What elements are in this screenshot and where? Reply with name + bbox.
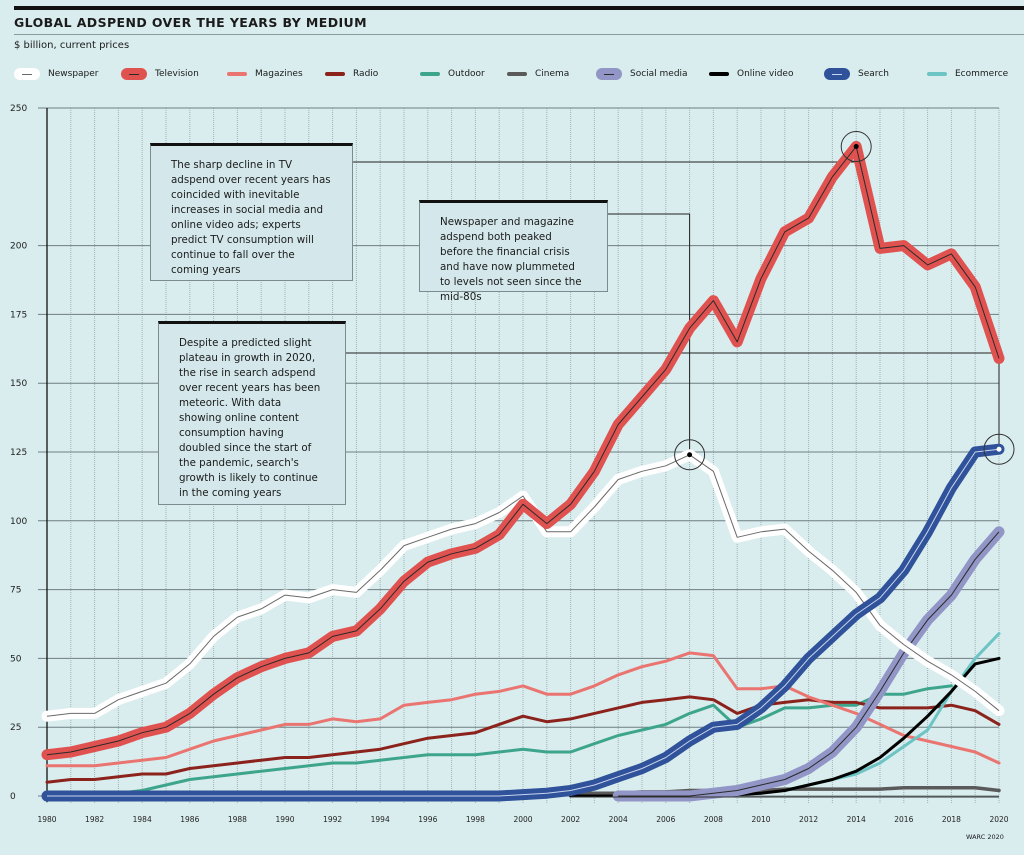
x-tick-label: 1992 bbox=[323, 815, 342, 824]
legend: Newspaper Television Magazines Radio Outdoor… bbox=[14, 66, 1024, 82]
callout-tv: The sharp decline in TV adspend over rec… bbox=[150, 143, 353, 281]
highlight-circle-tv bbox=[840, 131, 872, 163]
source-label: WARC 2020 bbox=[966, 833, 1004, 841]
legend-item-radio: Radio bbox=[322, 66, 378, 82]
legend-label: Magazines bbox=[255, 69, 303, 79]
x-tick-label: 1998 bbox=[466, 815, 485, 824]
x-tick-label: 2006 bbox=[656, 815, 675, 824]
x-tick-label: 2004 bbox=[609, 815, 628, 824]
x-tick-label: 2014 bbox=[847, 815, 866, 824]
x-tick-label: 1988 bbox=[228, 815, 247, 824]
legend-label: Outdoor bbox=[448, 69, 485, 79]
x-tick-label: 2010 bbox=[751, 815, 770, 824]
highlight-circle-newspaper bbox=[674, 439, 706, 471]
legend-swatch-social-media bbox=[596, 68, 622, 80]
callout-search: Despite a predicted slight plateau in gr… bbox=[158, 321, 346, 505]
highlight-dot-search bbox=[996, 446, 1002, 452]
x-tick-label: 1984 bbox=[133, 815, 152, 824]
y-tick-label: 150 bbox=[10, 379, 27, 389]
highlight-dot-tv bbox=[853, 144, 859, 150]
legend-label: Newspaper bbox=[48, 69, 99, 79]
x-tick-label: 2008 bbox=[704, 815, 723, 824]
series-line-core-television bbox=[46, 146, 1000, 756]
legend-swatch-newspaper bbox=[14, 68, 40, 80]
legend-label: Radio bbox=[353, 69, 379, 79]
x-tick-label: 2018 bbox=[942, 815, 961, 824]
y-tick-label: 0 bbox=[10, 792, 16, 802]
callout-newspaper: Newspaper and magazine adspend both peak… bbox=[419, 200, 608, 303]
legend-item-online-video: Online video bbox=[706, 66, 793, 82]
series-line-core-social-media bbox=[618, 531, 1000, 797]
x-tick-label: 2012 bbox=[799, 815, 818, 824]
legend-item-newspaper: Newspaper bbox=[14, 66, 99, 82]
x-tick-label: 1980 bbox=[37, 815, 56, 824]
legend-item-ecommerce: Ecommerce bbox=[924, 66, 1008, 82]
legend-swatch-outdoor bbox=[420, 72, 440, 76]
legend-item-search: Search bbox=[824, 66, 889, 82]
legend-swatch-search bbox=[824, 68, 850, 80]
legend-label: Television bbox=[155, 69, 199, 79]
legend-item-cinema: Cinema bbox=[504, 66, 569, 82]
x-tick-label: 2016 bbox=[894, 815, 913, 824]
legend-swatch-radio bbox=[325, 72, 345, 76]
legend-swatch-cinema bbox=[507, 72, 527, 76]
x-tick-label: 1994 bbox=[371, 815, 390, 824]
legend-item-magazines: Magazines bbox=[224, 66, 303, 82]
x-tick-label: 2020 bbox=[989, 815, 1008, 824]
legend-swatch-magazines bbox=[227, 72, 247, 76]
series-line-magazines bbox=[45, 651, 1001, 768]
chart-subtitle: $ billion, current prices bbox=[14, 40, 130, 51]
y-tick-label: 200 bbox=[10, 242, 27, 252]
legend-label: Online video bbox=[737, 69, 794, 79]
y-tick-label: 75 bbox=[10, 586, 21, 596]
chart-title: GLOBAL ADSPEND OVER THE YEARS BY MEDIUM bbox=[14, 15, 367, 30]
series-line-core-newspaper bbox=[46, 454, 1000, 717]
highlight-dot-newspaper bbox=[687, 452, 693, 458]
legend-item-outdoor: Outdoor bbox=[417, 66, 485, 82]
y-tick-label: 175 bbox=[10, 310, 27, 320]
x-tick-label: 2002 bbox=[561, 815, 580, 824]
x-tick-label: 1990 bbox=[275, 815, 294, 824]
legend-swatch-television bbox=[121, 68, 147, 80]
callout-connector-newspaper bbox=[607, 213, 691, 455]
y-tick-label: 50 bbox=[10, 654, 22, 664]
x-tick-label: 1982 bbox=[85, 815, 104, 824]
x-tick-label: 1996 bbox=[418, 815, 437, 824]
series-line-radio bbox=[45, 695, 1001, 784]
legend-label: Cinema bbox=[535, 69, 570, 79]
legend-label: Ecommerce bbox=[955, 69, 1009, 79]
legend-swatch-online-video bbox=[709, 72, 729, 76]
highlight-circle-search bbox=[983, 433, 1015, 465]
legend-label: Search bbox=[858, 69, 889, 79]
title-rule bbox=[14, 34, 1024, 35]
y-tick-label: 25 bbox=[10, 723, 21, 733]
legend-item-social-media: Social media bbox=[596, 66, 688, 82]
series-line-core-search bbox=[47, 448, 1000, 797]
series-line-outdoor bbox=[45, 684, 953, 795]
y-tick-label: 125 bbox=[10, 448, 27, 458]
top-rule bbox=[14, 6, 1024, 10]
y-tick-label: 250 bbox=[10, 104, 27, 114]
legend-item-television: Television bbox=[121, 66, 199, 82]
legend-swatch-ecommerce bbox=[927, 72, 947, 76]
x-tick-label: 2000 bbox=[513, 815, 532, 824]
y-tick-label: 100 bbox=[10, 517, 27, 527]
legend-label: Social media bbox=[630, 69, 688, 79]
x-tick-label: 1986 bbox=[180, 815, 199, 824]
